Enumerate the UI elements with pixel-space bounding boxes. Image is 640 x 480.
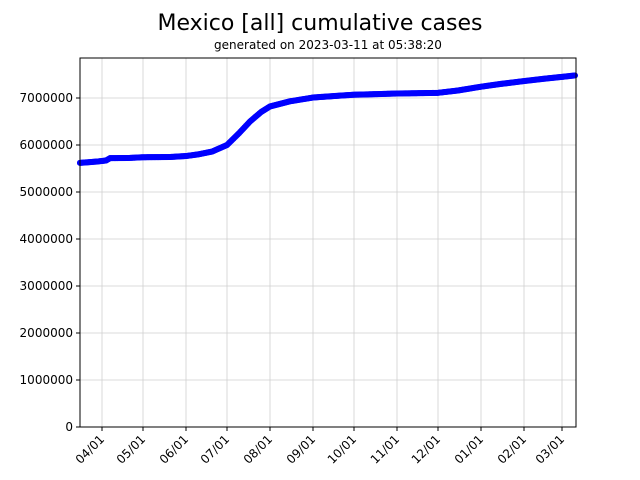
x-tick-label: 11/01 xyxy=(368,432,402,466)
plot-frame xyxy=(79,57,577,428)
x-tick-label: 09/01 xyxy=(284,432,318,466)
y-tick-label: 5000000 xyxy=(20,185,73,199)
y-tick-label: 6000000 xyxy=(20,138,73,152)
chart-title: Mexico [all] cumulative cases xyxy=(157,11,482,36)
x-tick-label: 03/01 xyxy=(533,432,567,466)
chart-subtitle: generated on 2023-03-11 at 05:38:20 xyxy=(214,38,442,52)
x-tick-label: 08/01 xyxy=(241,432,275,466)
y-tick-label: 2000000 xyxy=(20,326,73,340)
series-line xyxy=(77,72,578,166)
x-tick-label: 06/01 xyxy=(157,432,191,466)
y-tick-label: 0 xyxy=(65,420,73,434)
x-tick-label: 07/01 xyxy=(198,432,232,466)
x-tick-label: 02/01 xyxy=(495,432,529,466)
data-point-marker xyxy=(570,72,577,79)
y-tick-label: 1000000 xyxy=(20,373,73,387)
y-axis: 0 1000000 2000000 3000000 4000000 5000000 6000… xyxy=(20,91,80,434)
y-tick-label: 7000000 xyxy=(20,91,73,105)
x-axis: 04/01 05/01 06/01 07/01 08/01 09/01 10/01 11/01… xyxy=(73,427,567,467)
x-tick-label: 04/01 xyxy=(73,432,107,466)
x-tick-label: 10/01 xyxy=(325,432,359,466)
x-tick-label: 12/01 xyxy=(409,432,443,466)
x-tick-label: 05/01 xyxy=(114,432,148,466)
y-tick-label: 4000000 xyxy=(20,232,73,246)
x-tick-label: 01/01 xyxy=(452,432,486,466)
grid-lines xyxy=(80,58,576,428)
y-tick-label: 3000000 xyxy=(20,279,73,293)
data-series xyxy=(77,72,578,166)
